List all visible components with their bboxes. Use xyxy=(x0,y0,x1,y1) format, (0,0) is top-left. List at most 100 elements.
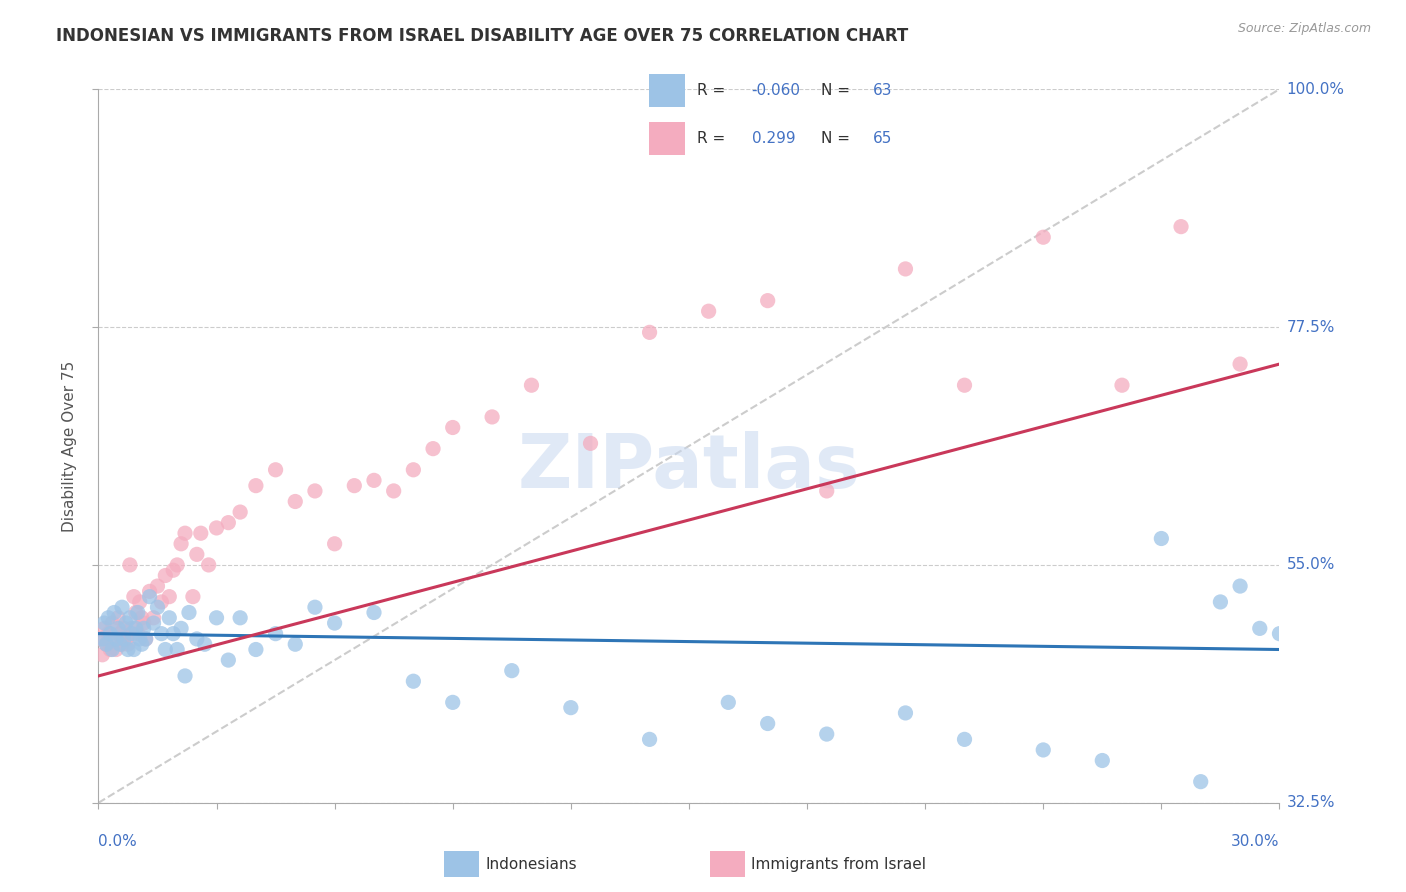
Point xyxy=(150,595,173,609)
Point xyxy=(304,600,326,615)
Point xyxy=(229,611,252,625)
Point xyxy=(441,695,464,709)
Text: N =: N = xyxy=(821,131,855,146)
Text: R =: R = xyxy=(697,83,730,97)
Point xyxy=(520,378,543,392)
Point xyxy=(146,600,169,615)
Text: ZIPatlas: ZIPatlas xyxy=(517,431,860,504)
Text: R =: R = xyxy=(697,131,735,146)
Point xyxy=(131,637,153,651)
Point xyxy=(382,483,405,498)
Point xyxy=(127,606,149,620)
Point xyxy=(441,420,464,434)
Point xyxy=(284,494,307,508)
Point xyxy=(157,611,180,625)
Point xyxy=(96,637,118,651)
Point xyxy=(132,621,155,635)
Point xyxy=(132,616,155,631)
Point xyxy=(815,483,838,498)
Point xyxy=(197,558,219,572)
Point xyxy=(96,637,118,651)
Point xyxy=(638,326,661,340)
Text: 32.5%: 32.5% xyxy=(1286,796,1334,810)
Point xyxy=(146,579,169,593)
Point xyxy=(162,626,184,640)
Point xyxy=(245,642,267,657)
Text: Indonesians: Indonesians xyxy=(485,857,576,871)
Point xyxy=(170,537,193,551)
Point xyxy=(115,616,138,631)
Point xyxy=(245,478,267,492)
Point xyxy=(284,637,307,651)
Point xyxy=(131,611,153,625)
Text: INDONESIAN VS IMMIGRANTS FROM ISRAEL DISABILITY AGE OVER 75 CORRELATION CHART: INDONESIAN VS IMMIGRANTS FROM ISRAEL DIS… xyxy=(56,27,908,45)
Text: Immigrants from Israel: Immigrants from Israel xyxy=(751,857,927,871)
Point xyxy=(111,600,134,615)
Text: 77.5%: 77.5% xyxy=(1286,319,1334,334)
Point xyxy=(93,616,115,631)
Point xyxy=(638,732,661,747)
Point xyxy=(1189,774,1212,789)
Point xyxy=(128,595,150,609)
Point xyxy=(205,611,228,625)
Point xyxy=(717,695,740,709)
Point xyxy=(166,558,188,572)
Point xyxy=(128,632,150,646)
Point xyxy=(560,700,582,714)
Point xyxy=(166,642,188,657)
Y-axis label: Disability Age Over 75: Disability Age Over 75 xyxy=(62,360,77,532)
Point xyxy=(121,621,143,635)
Point xyxy=(363,606,385,620)
Point xyxy=(217,516,239,530)
Point xyxy=(117,637,139,651)
Point xyxy=(127,626,149,640)
Point xyxy=(91,648,114,662)
Point xyxy=(402,674,425,689)
Point xyxy=(894,261,917,276)
Point xyxy=(894,706,917,720)
Point xyxy=(402,463,425,477)
Point xyxy=(118,558,141,572)
Point xyxy=(162,563,184,577)
Text: 63: 63 xyxy=(873,83,891,97)
Point xyxy=(177,606,200,620)
Point xyxy=(108,637,131,651)
Point xyxy=(756,293,779,308)
Point xyxy=(481,409,503,424)
Point xyxy=(186,632,208,646)
Point xyxy=(323,537,346,551)
Point xyxy=(264,463,287,477)
Point xyxy=(101,642,124,657)
Point xyxy=(174,526,197,541)
Point xyxy=(112,621,135,635)
Bar xyxy=(648,74,685,106)
Text: 0.0%: 0.0% xyxy=(98,834,138,849)
Point xyxy=(150,626,173,640)
Point xyxy=(170,621,193,635)
Point xyxy=(105,632,128,646)
Point xyxy=(107,621,129,635)
Bar xyxy=(710,851,745,878)
Point xyxy=(422,442,444,456)
Point xyxy=(501,664,523,678)
Point xyxy=(815,727,838,741)
Point xyxy=(229,505,252,519)
Point xyxy=(1032,743,1054,757)
Point xyxy=(1229,357,1251,371)
Point xyxy=(264,626,287,640)
Point xyxy=(125,606,148,620)
Text: 30.0%: 30.0% xyxy=(1232,834,1279,849)
Point xyxy=(111,637,134,651)
Point xyxy=(103,606,125,620)
Bar xyxy=(648,122,685,155)
Point xyxy=(1249,621,1271,635)
Point xyxy=(363,474,385,488)
Point xyxy=(1150,532,1173,546)
Text: 65: 65 xyxy=(873,131,891,146)
Point xyxy=(98,626,121,640)
Point xyxy=(135,632,157,646)
Point xyxy=(112,632,135,646)
Point xyxy=(103,632,125,646)
Point xyxy=(194,637,217,651)
Point xyxy=(101,616,124,631)
